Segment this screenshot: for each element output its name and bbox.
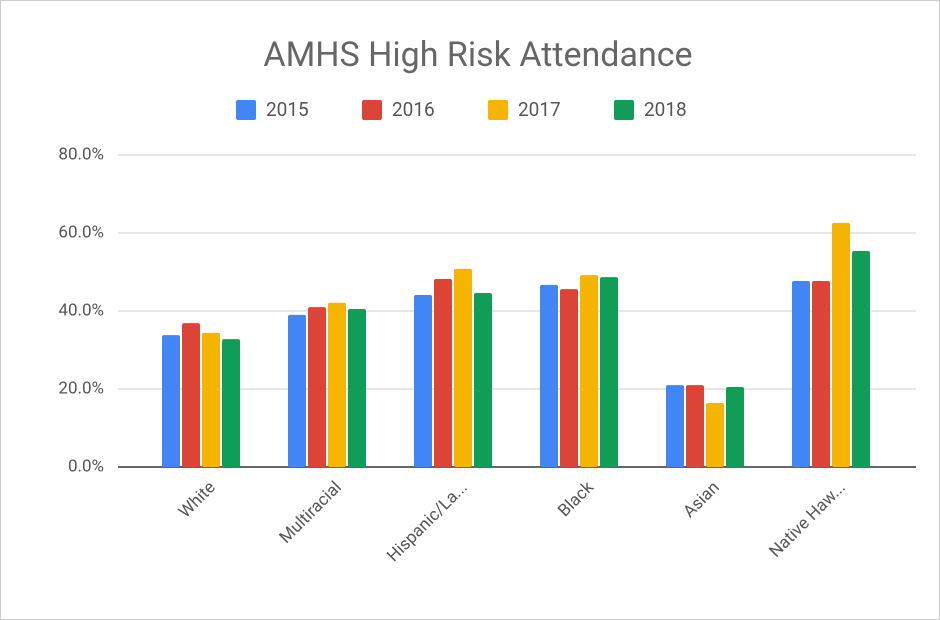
legend-label: 2016 — [392, 98, 435, 121]
bar — [328, 302, 346, 467]
y-tick-label: 40.0% — [58, 300, 104, 320]
bar — [222, 339, 240, 467]
legend-swatch — [614, 100, 634, 120]
legend-swatch — [236, 100, 256, 120]
bar — [812, 280, 830, 467]
bar — [540, 284, 558, 467]
y-tick-label: 0.0% — [68, 456, 104, 476]
bar — [288, 314, 306, 467]
legend-swatch — [488, 100, 508, 120]
legend-swatch — [362, 100, 382, 120]
bar — [686, 385, 704, 467]
bar — [454, 268, 472, 467]
bar — [600, 277, 618, 467]
bar — [162, 335, 180, 467]
legend-label: 2018 — [644, 98, 687, 121]
legend-label: 2015 — [266, 98, 309, 121]
bar — [348, 309, 366, 467]
bar — [706, 403, 724, 467]
bar — [202, 332, 220, 467]
y-tick-label: 80.0% — [58, 144, 104, 164]
bar — [832, 222, 850, 467]
y-tick-label: 20.0% — [58, 378, 104, 398]
y-tick-label: 60.0% — [58, 222, 104, 242]
bar — [560, 289, 578, 467]
bar — [308, 307, 326, 467]
bar — [580, 275, 598, 467]
bar — [726, 387, 744, 467]
bar — [182, 323, 200, 467]
bar — [666, 385, 684, 467]
bar — [414, 295, 432, 467]
bar — [852, 250, 870, 467]
bar — [474, 293, 492, 467]
legend-label: 2017 — [518, 98, 561, 121]
bar — [434, 279, 452, 467]
chart-title: AMHS High Risk Attendance — [263, 35, 692, 75]
bar — [792, 280, 810, 467]
